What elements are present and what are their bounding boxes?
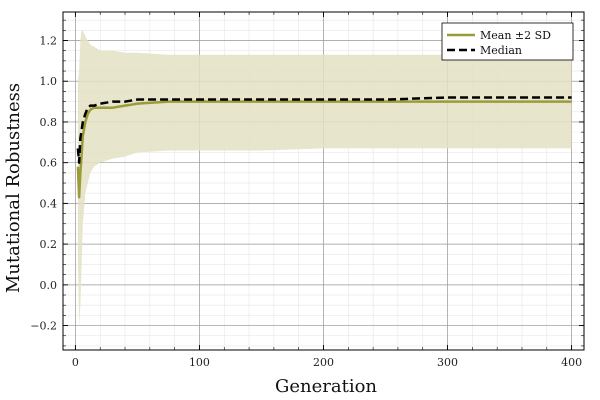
series-line-layer <box>76 96 572 199</box>
y-tick-label: 1.0 <box>40 75 58 88</box>
legend: Mean ±2 SD Median <box>441 22 574 61</box>
y-tick-label: 0.6 <box>40 157 58 170</box>
y-axis-title: Mutational Robustness <box>3 83 24 293</box>
legend-box <box>441 22 574 61</box>
legend-mean-label: Mean ±2 SD <box>480 29 551 42</box>
x-tick-label: 0 <box>72 356 79 369</box>
mean-series-line <box>76 100 572 199</box>
sd-band-layer <box>77 30 572 326</box>
x-tick-label: 300 <box>437 356 458 369</box>
x-axis-title: Generation <box>275 376 377 397</box>
x-tick-label: 200 <box>313 356 334 369</box>
y-tick-label: −0.2 <box>30 320 57 333</box>
y-tick-label: 0.0 <box>40 279 58 292</box>
y-tick-label: 1.2 <box>40 35 58 48</box>
mean-sd-band <box>77 30 572 326</box>
axis-ticks <box>63 12 584 350</box>
x-tick-label: 400 <box>561 356 582 369</box>
x-tick-label: 100 <box>189 356 210 369</box>
legend-median-label: Median <box>480 44 522 57</box>
y-tick-label: 0.8 <box>40 116 58 129</box>
y-tick-label: 0.2 <box>40 238 58 251</box>
y-tick-label: 0.4 <box>40 197 58 210</box>
axis-tick-labels: −0.2 0.0 0.2 0.4 0.6 0.8 1.0 1.2 0 100 200 300 400 <box>30 35 582 369</box>
median-series-line <box>76 96 572 164</box>
